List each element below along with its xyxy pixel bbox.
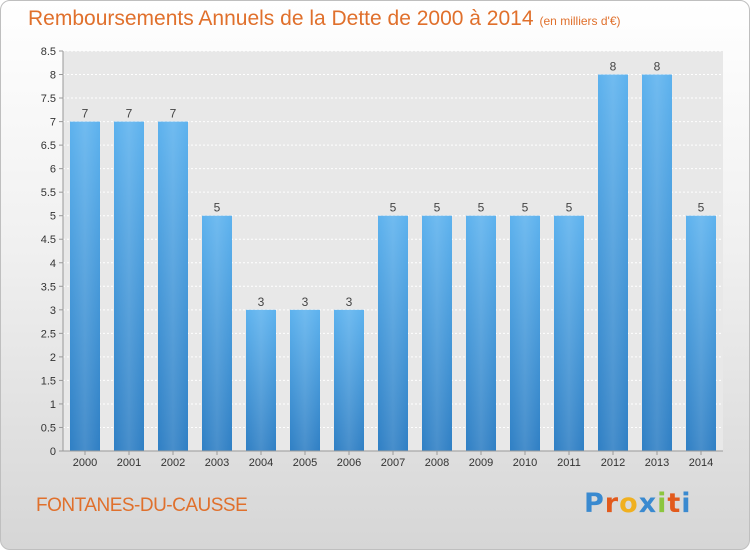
y-tick-label: 5 <box>50 211 56 223</box>
data-label-2002: 7 <box>170 107 177 121</box>
data-label-2014: 5 <box>698 201 705 215</box>
data-label-2013: 8 <box>654 60 661 74</box>
bar-shine-2013 <box>642 74 672 451</box>
x-tick-label-2011: 2011 <box>557 457 581 469</box>
data-label-2001: 7 <box>126 107 133 121</box>
data-label-2008: 5 <box>434 201 441 215</box>
x-tick-label-2003: 2003 <box>205 457 229 469</box>
y-tick-label: 1.5 <box>41 375 56 387</box>
y-tick-label: 4.5 <box>41 234 56 246</box>
y-tick-label: 3.5 <box>41 281 56 293</box>
y-tick-label: 2.5 <box>41 328 56 340</box>
x-tick-label-2006: 2006 <box>337 457 361 469</box>
y-tick-label: 5.5 <box>41 187 56 199</box>
x-tick-label-2007: 2007 <box>381 457 405 469</box>
bar-shine-2006 <box>334 309 364 451</box>
bar-shine-2011 <box>554 215 584 451</box>
bar-shine-2010 <box>510 215 540 451</box>
chart-title: Remboursements Annuels de la Dette de 20… <box>28 7 534 30</box>
y-axis-ticks: 0 0.5 1 1.5 2 2.5 3 3.5 4 4.5 5 5.5 6 6.5 7 7.5 8 8.5 <box>41 46 63 458</box>
y-tick-label: 1 <box>50 399 56 411</box>
bars: 7 7 7 5 3 3 3 5 5 5 5 5 8 8 5 <box>70 60 716 452</box>
data-label-2003: 5 <box>214 201 221 215</box>
bar-shine-2012 <box>598 74 628 451</box>
y-tick-label: 8.5 <box>41 46 56 58</box>
x-tick-label-2002: 2002 <box>161 457 185 469</box>
y-tick-label: 8 <box>50 70 56 82</box>
logo-letter: x <box>638 488 658 519</box>
commune-name: FONTANES-DU-CAUSSE <box>36 495 248 516</box>
bar-shine-2001 <box>114 121 144 452</box>
logo-letter: i <box>657 488 668 519</box>
logo-letter: o <box>619 488 639 519</box>
bar-shine-2005 <box>290 309 320 451</box>
data-label-2000: 7 <box>82 107 89 121</box>
data-label-2012: 8 <box>610 60 617 74</box>
x-tick-label-2008: 2008 <box>425 457 449 469</box>
x-tick-label-2012: 2012 <box>601 457 625 469</box>
y-tick-label: 6.5 <box>41 140 56 152</box>
bar-shine-2004 <box>246 309 276 451</box>
x-tick-label-2005: 2005 <box>293 457 317 469</box>
bar-shine-2008 <box>422 215 452 451</box>
bar-shine-2014 <box>686 215 716 451</box>
bar-shine-2009 <box>466 215 496 451</box>
y-tick-label: 6 <box>50 164 56 176</box>
y-tick-label: 0 <box>50 446 56 458</box>
bar-shine-2003 <box>202 215 232 451</box>
y-tick-label: 7.5 <box>41 93 56 105</box>
chart-title-row: Remboursements Annuels de la Dette de 20… <box>28 7 621 31</box>
bar-shine-2002 <box>158 121 188 452</box>
x-tick-label-2010: 2010 <box>513 457 537 469</box>
data-label-2007: 5 <box>390 201 397 215</box>
data-label-2005: 3 <box>302 295 309 309</box>
x-tick-label-2009: 2009 <box>469 457 493 469</box>
x-tick-label-2001: 2001 <box>117 457 141 469</box>
bar-shine-2000 <box>70 121 100 452</box>
y-tick-label: 3 <box>50 305 56 317</box>
data-label-2006: 3 <box>346 295 353 309</box>
bar-shine-2007 <box>378 215 408 451</box>
data-label-2004: 3 <box>258 295 265 309</box>
x-tick-label-2004: 2004 <box>249 457 273 469</box>
data-label-2009: 5 <box>478 201 485 215</box>
x-axis-labels: 2000 2001 2002 2003 2004 2005 2006 2007 2008 2009… <box>73 451 713 469</box>
y-tick-label: 0.5 <box>41 422 56 434</box>
logo-letter: i <box>681 488 692 519</box>
proxiti-logo: Proxiti <box>584 488 692 519</box>
x-tick-label-2000: 2000 <box>73 457 97 469</box>
logo-letter: t <box>667 488 682 519</box>
y-tick-label: 2 <box>50 352 56 364</box>
y-tick-label: 4 <box>50 258 56 270</box>
x-tick-label-2014: 2014 <box>689 457 713 469</box>
y-tick-label: 7 <box>50 117 56 129</box>
logo-letter: r <box>604 488 620 519</box>
chart-subtitle: (en milliers d'€) <box>539 14 621 28</box>
logo-letter: P <box>584 488 605 519</box>
x-tick-label-2013: 2013 <box>645 457 669 469</box>
data-label-2010: 5 <box>522 201 529 215</box>
data-label-2011: 5 <box>566 201 573 215</box>
